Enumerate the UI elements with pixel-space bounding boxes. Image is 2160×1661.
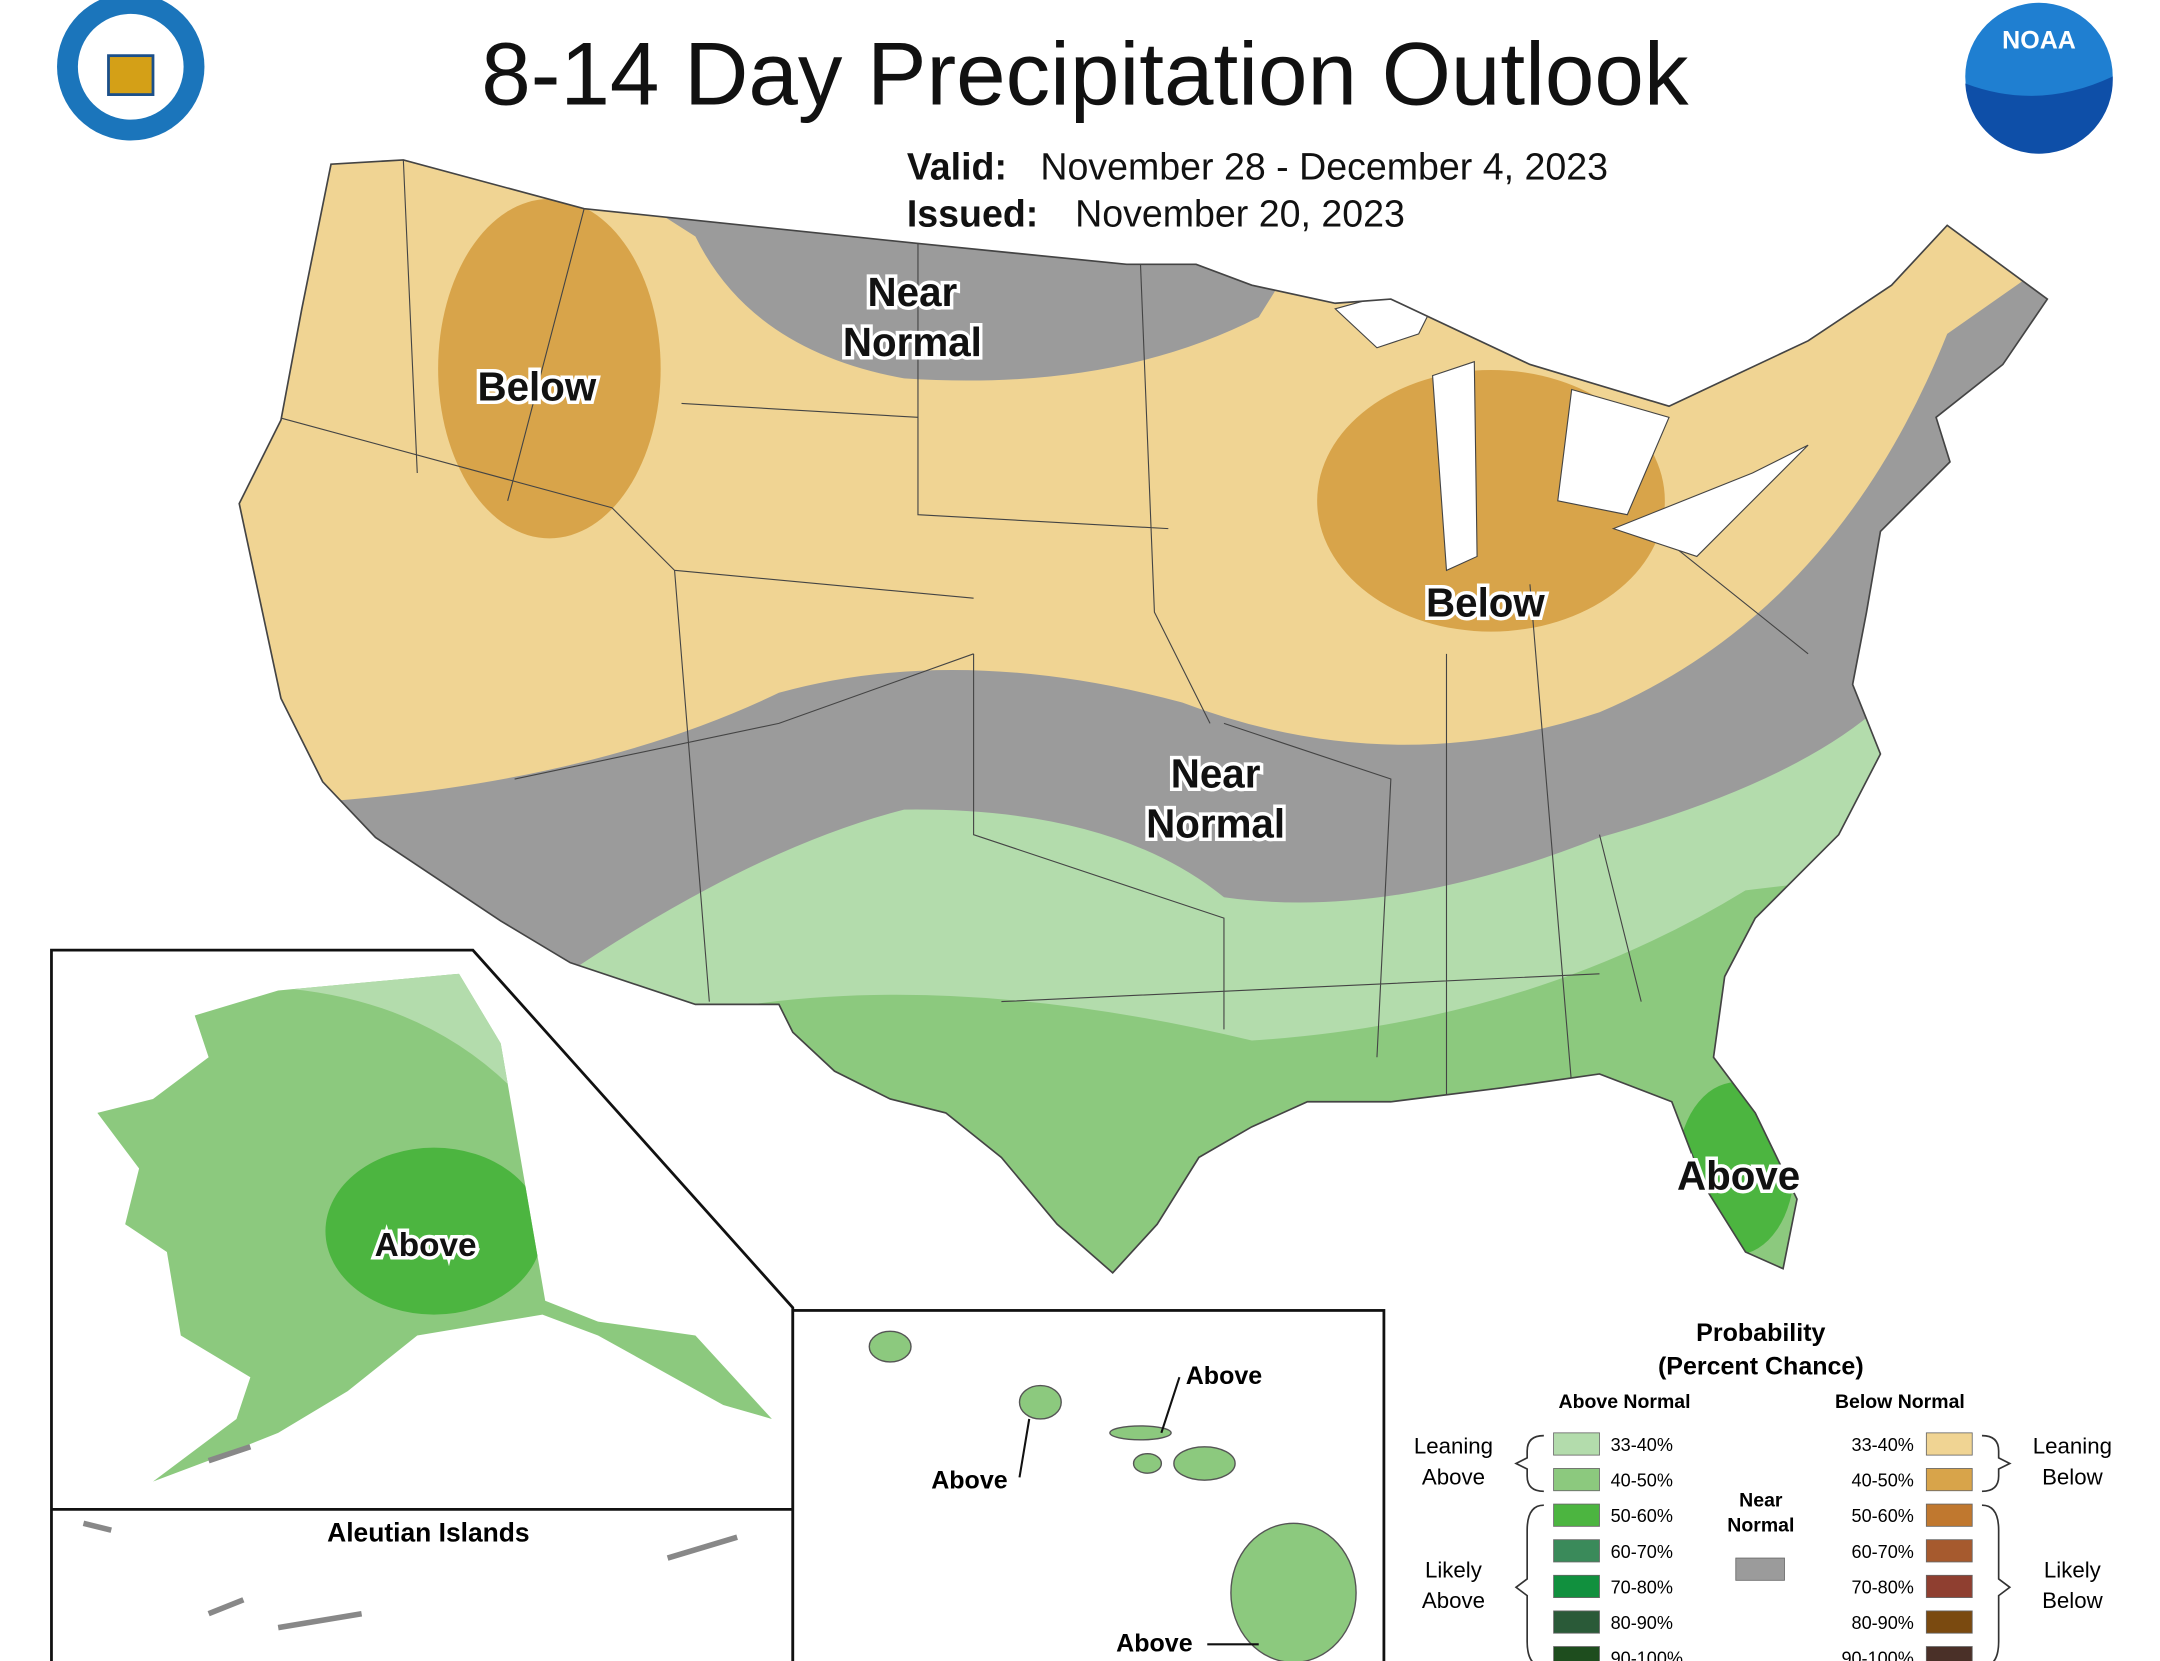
legend-label: 40-50% xyxy=(1852,1471,1914,1491)
legend-swatch xyxy=(1553,1432,1600,1456)
hawaii xyxy=(868,1330,1357,1661)
valid-label: Valid: xyxy=(907,145,1007,187)
legend-label: 70-80% xyxy=(1611,1577,1673,1597)
map-label: Below xyxy=(1426,579,1545,625)
map-label: Above xyxy=(375,1227,477,1264)
legend-swatch xyxy=(1925,1574,1973,1598)
legend-label: 50-60% xyxy=(1611,1506,1673,1526)
legend-swatch xyxy=(1925,1468,1973,1492)
map-label: Above xyxy=(1116,1629,1193,1657)
legend-title: Probability xyxy=(1696,1319,1825,1347)
map-label: Near xyxy=(1171,750,1261,796)
legend-group: Leaning xyxy=(2033,1434,2112,1459)
legend-group: Above xyxy=(1422,1464,1485,1489)
legend-label: 50-60% xyxy=(1852,1506,1914,1526)
issued-label: Issued: xyxy=(907,193,1038,235)
aleutian-islands xyxy=(82,1444,738,1631)
issued-value: November 20, 2023 xyxy=(1075,193,1405,235)
legend-label: 60-70% xyxy=(1611,1542,1673,1562)
title: 8-14 Day Precipitation Outlook xyxy=(481,23,1689,123)
legend-group: Above xyxy=(1422,1588,1485,1613)
map-label: Normal xyxy=(1146,800,1285,846)
legend-label: 80-90% xyxy=(1852,1613,1914,1633)
legend-swatch xyxy=(1925,1610,1973,1634)
legend-near-normal: Normal xyxy=(1727,1515,1794,1537)
legend-label: 60-70% xyxy=(1852,1542,1914,1562)
legend-swatch xyxy=(1553,1574,1600,1598)
aleutian-title: Aleutian Islands xyxy=(327,1517,529,1547)
map-label: Normal xyxy=(843,319,982,365)
legend-swatch xyxy=(1925,1432,1973,1456)
legend-label: 33-40% xyxy=(1611,1435,1673,1455)
legend-swatch xyxy=(1925,1503,1973,1527)
valid-value: November 28 - December 4, 2023 xyxy=(1040,145,1608,187)
legend-label: 90-100% xyxy=(1841,1649,1913,1661)
legend-header: Above Normal xyxy=(1559,1391,1691,1413)
legend-label: 70-80% xyxy=(1852,1577,1914,1597)
us-border xyxy=(238,159,2049,1275)
legend-braces xyxy=(1514,1434,2012,1661)
legend-group: Likely xyxy=(1425,1558,1483,1583)
legend-group: Likely xyxy=(2044,1558,2102,1583)
map-label: Above xyxy=(931,1466,1008,1494)
legend-label: 40-50% xyxy=(1611,1471,1673,1491)
map-label: Below xyxy=(477,364,596,410)
legend-title: (Percent Chance) xyxy=(1658,1352,1864,1380)
legend-group: Below xyxy=(2042,1464,2104,1489)
legend-swatch xyxy=(1553,1539,1600,1563)
legend-header: Below Normal xyxy=(1835,1391,1965,1413)
map-label: Above xyxy=(1677,1152,1800,1198)
noaa-text: NOAA xyxy=(2002,27,2076,55)
map-label: Near xyxy=(868,269,958,315)
legend-label: 33-40% xyxy=(1852,1435,1914,1455)
legend-label: 90-100% xyxy=(1611,1649,1683,1661)
legend-swatch xyxy=(1925,1646,1973,1661)
leaning-below-strong-area xyxy=(438,198,661,539)
likely-above-area xyxy=(325,1147,543,1315)
legend: Probability (Percent Chance) Above Norma… xyxy=(1414,1319,2112,1661)
legend-swatch xyxy=(1735,1557,1785,1581)
commerce-logo xyxy=(57,0,205,141)
callout-lines xyxy=(1018,1376,1259,1646)
legend-swatch xyxy=(1553,1468,1600,1492)
legend-group: Below xyxy=(2042,1588,2104,1613)
legend-swatch xyxy=(1553,1646,1600,1661)
noaa-logo: NOAA xyxy=(1965,2,2113,154)
great-lakes xyxy=(1334,277,1809,572)
state-lines xyxy=(278,159,1809,1113)
legend-swatch xyxy=(1553,1503,1600,1527)
legend-label: 80-90% xyxy=(1611,1613,1673,1633)
legend-swatch xyxy=(1553,1610,1600,1634)
legend-near-normal: Near xyxy=(1739,1490,1783,1512)
legend-group: Leaning xyxy=(1414,1434,1493,1459)
map-label: Above xyxy=(1186,1362,1263,1390)
legend-swatch xyxy=(1925,1539,1973,1563)
